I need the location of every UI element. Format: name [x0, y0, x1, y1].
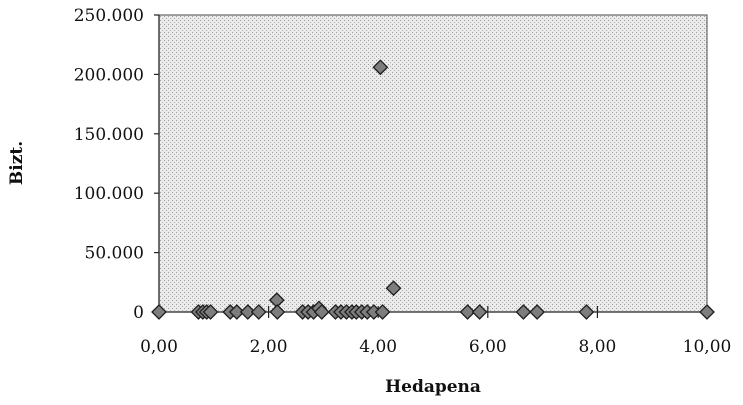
data-point-diamond [372, 59, 389, 76]
x-tick-label: 6,00 [469, 337, 507, 357]
data-point-diamond [151, 304, 167, 320]
data-point-diamond [578, 304, 595, 320]
data-point-diamond [471, 304, 488, 320]
x-tick-label: 8,00 [578, 337, 616, 357]
y-tick-label: 50.000 [85, 244, 144, 264]
y-axis-label: Bizt. [7, 141, 27, 185]
x-axis-ticks: 0,00 2,00 4,00 6,00 8,00 10,00 [140, 306, 731, 357]
y-tick-label: 250.000 [74, 6, 144, 26]
y-tick-label: 150.000 [74, 125, 144, 145]
data-point-diamond [459, 304, 476, 320]
data-point-diamond [202, 304, 219, 320]
x-tick-label: 0,00 [140, 337, 178, 357]
data-points [151, 59, 715, 320]
data-point-diamond [515, 304, 532, 320]
data-point-diamond [699, 304, 715, 320]
y-tick-label: 100.000 [74, 184, 144, 204]
data-point-diamond [269, 304, 286, 320]
data-point-diamond [239, 304, 256, 320]
y-axis-ticks: 0 50.000 100.000 150.000 200.000 250.000 [74, 6, 159, 323]
x-axis-label: Hedapena [385, 377, 481, 397]
y-tick-label: 200.000 [74, 65, 144, 85]
data-point-diamond [385, 280, 402, 297]
x-tick-label: 2,00 [250, 337, 288, 357]
y-tick-label: 0 [133, 303, 144, 323]
data-point-diamond [374, 304, 391, 320]
x-tick-label: 4,00 [359, 337, 397, 357]
data-point-diamond [228, 304, 245, 320]
data-point-diamond [313, 304, 330, 320]
data-point-diamond [250, 304, 267, 320]
x-tick-label: 10,00 [683, 337, 732, 357]
plot-area [158, 14, 708, 313]
data-point-diamond [529, 304, 546, 320]
